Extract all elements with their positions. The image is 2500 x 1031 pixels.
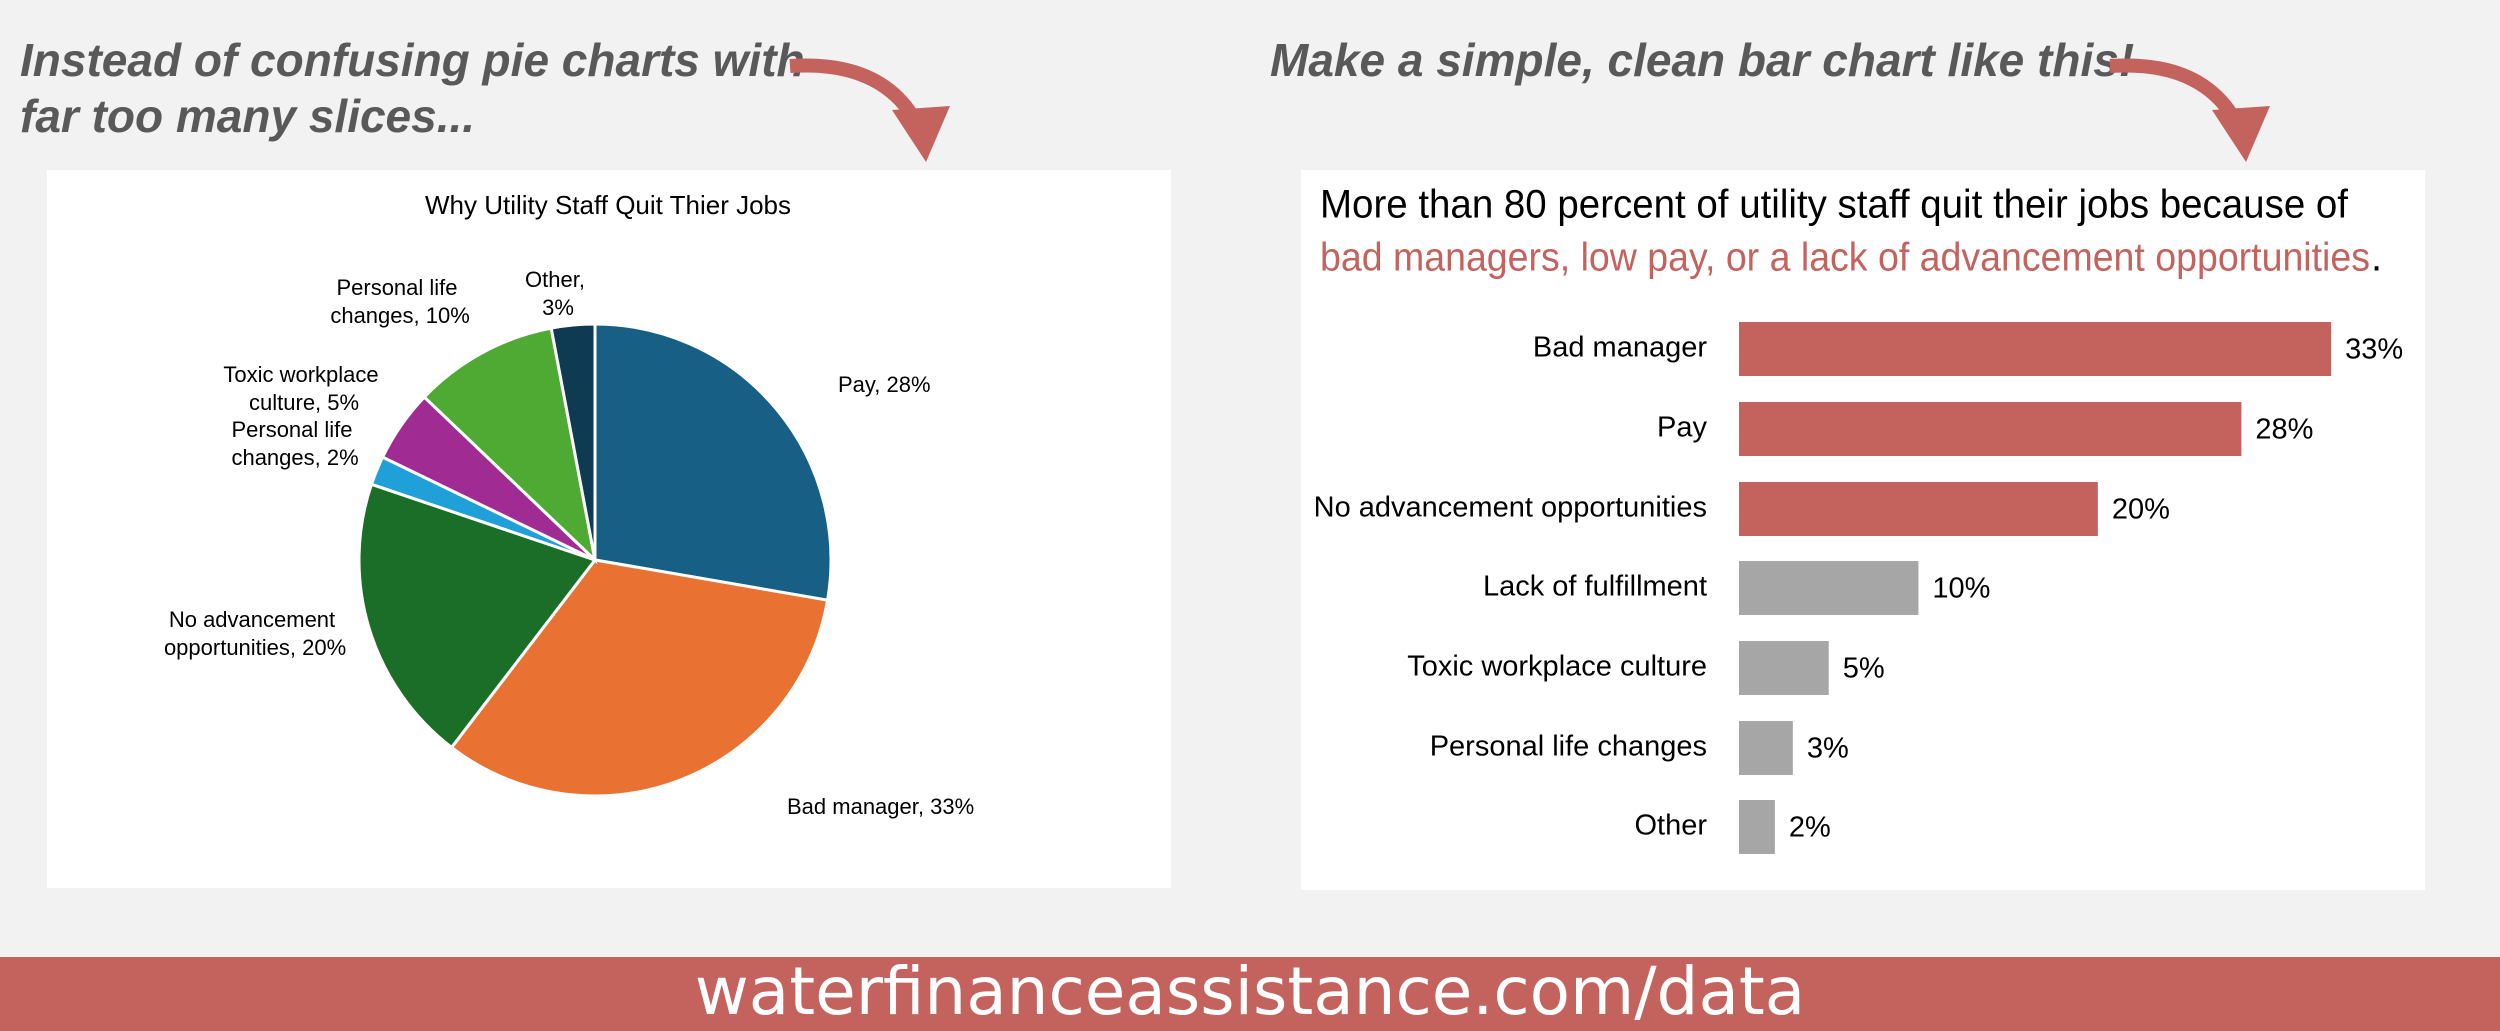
pie-slice — [357, 482, 598, 750]
slice-label: Personal life changes, 10% — [324, 275, 470, 328]
pie-slice — [422, 326, 598, 565]
bar — [1739, 322, 2332, 376]
bar-title: bad managers, low pay, or a lack of adva… — [1320, 236, 2370, 280]
bar-title: More than 80 percent of utility staff qu… — [1320, 183, 2349, 227]
category-label: Toxic workplace culture — [1407, 651, 1707, 683]
bar — [1739, 721, 1793, 775]
slice-label: Other, 3% — [525, 267, 585, 320]
pie-title: Why Utility Staff Quit Thier Jobs — [425, 190, 791, 220]
bar — [1739, 402, 2242, 456]
bar — [1739, 800, 1775, 854]
bar — [1739, 482, 2098, 536]
value-label: 2% — [1789, 812, 1831, 844]
arrow — [2109, 58, 2242, 124]
slice-label: No advancement opportunities, 20% — [158, 607, 346, 660]
bar — [1739, 561, 1919, 615]
category-label: Bad manager — [1533, 332, 1707, 364]
value-label: 10% — [1932, 573, 1990, 605]
category-label: Lack of fulfillment — [1483, 571, 1707, 603]
value-label: 20% — [2112, 494, 2170, 526]
value-label: 28% — [2255, 414, 2313, 446]
footer-url: waterfinanceassistance.com/data — [695, 953, 1805, 1030]
slice-label: Personal life changes, 2% — [225, 417, 358, 470]
left-caption: Instead of confusing pie charts with — [20, 34, 805, 86]
bar-title: . — [2371, 236, 2382, 280]
slice-label: Pay, 28% — [838, 372, 931, 397]
slice-label: Bad manager, 33% — [787, 794, 974, 819]
value-label: 3% — [1807, 733, 1849, 765]
category-label: Personal life changes — [1430, 731, 1707, 763]
pie-slice — [593, 322, 833, 602]
arrow — [789, 58, 922, 124]
value-label: 5% — [1843, 653, 1885, 685]
value-label: 33% — [2345, 334, 2403, 366]
pie-slice — [449, 558, 830, 798]
arrow-head — [892, 106, 950, 162]
category-label: No advancement opportunities — [1314, 492, 1707, 524]
category-label: Pay — [1657, 412, 1707, 444]
category-label: Other — [1634, 810, 1707, 842]
arrow-head — [2212, 106, 2270, 162]
slice-label: Toxic workplace culture, 5% — [223, 362, 378, 415]
pie-slice — [549, 322, 597, 561]
left-caption: far too many slices... — [20, 90, 475, 142]
right-caption: Make a simple, clean bar chart like this… — [1270, 34, 2134, 86]
bar — [1739, 641, 1829, 695]
footer-band — [0, 957, 2500, 1031]
